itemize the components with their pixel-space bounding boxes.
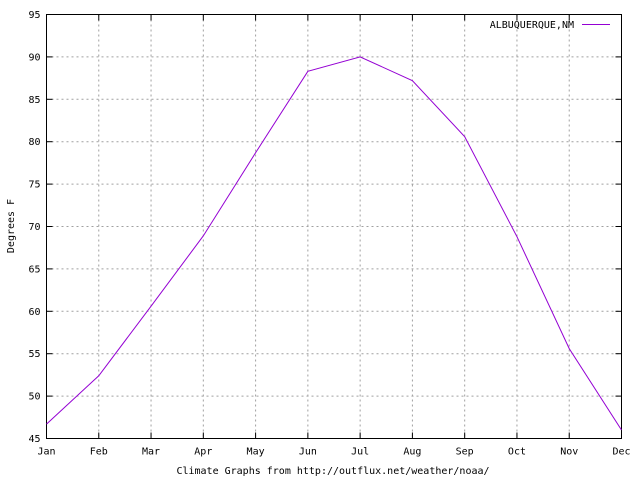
y-tick-label: 85 <box>28 95 40 106</box>
x-tick-label: Jan <box>37 447 55 458</box>
y-tick-label: 70 <box>28 222 40 233</box>
x-tick-label: May <box>247 447 265 458</box>
x-tick-label: Dec <box>612 447 630 458</box>
y-tick-label: 60 <box>28 307 40 318</box>
x-axis-label: Climate Graphs from http://outflux.net/w… <box>176 466 489 477</box>
y-axis-label: Degrees F <box>6 199 17 253</box>
y-tick-label: 50 <box>28 392 40 403</box>
y-tick-label: 80 <box>28 137 40 148</box>
axis-ticks: 45 50 55 60 65 70 75 80 85 90 95 Jan Feb Mar Apr May Jun… <box>28 10 630 458</box>
grid <box>46 14 622 439</box>
x-tick-label: Oct <box>508 447 526 458</box>
x-tick-label: Jun <box>299 447 317 458</box>
series-line <box>46 56 622 431</box>
x-tick-label: Mar <box>142 447 160 458</box>
x-tick-label: Sep <box>456 447 474 458</box>
y-tick-label: 75 <box>28 180 40 191</box>
legend-label: ALBUQUERQUE,NM <box>490 20 574 31</box>
x-tick-label: Aug <box>403 447 421 458</box>
y-tick-label: 45 <box>28 434 40 445</box>
y-tick-label: 90 <box>28 52 40 63</box>
y-tick-label: 95 <box>28 10 40 21</box>
legend: ALBUQUERQUE,NM <box>490 20 610 31</box>
y-tick-label: 55 <box>28 349 40 360</box>
x-tick-label: Apr <box>194 447 212 458</box>
x-tick-label: Nov <box>560 447 578 458</box>
x-tick-label: Feb <box>90 447 108 458</box>
y-tick-label: 65 <box>28 264 40 275</box>
x-tick-label: Jul <box>351 447 369 458</box>
series-layer <box>46 56 622 431</box>
